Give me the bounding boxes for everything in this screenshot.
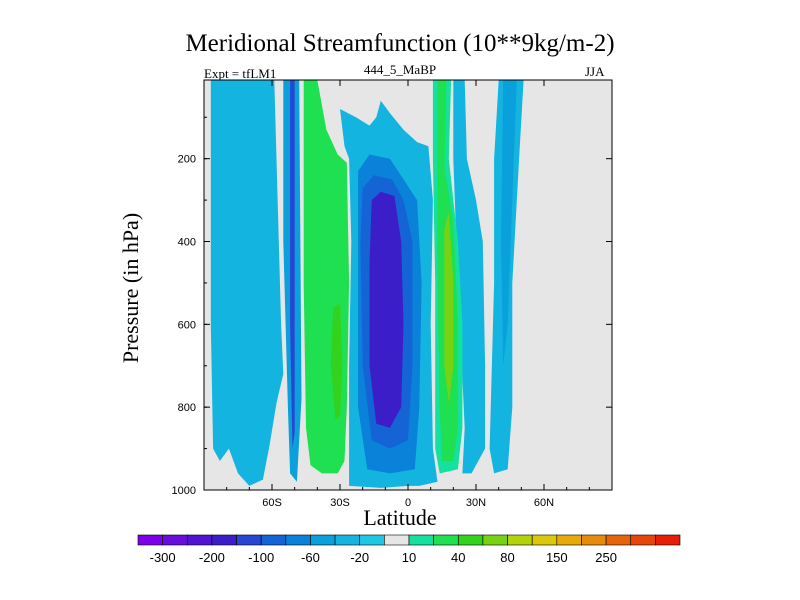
experiment-label: Expt = tfLM1 bbox=[204, 66, 277, 81]
colorbar-swatch bbox=[605, 534, 632, 546]
colorbar-swatch bbox=[408, 534, 434, 546]
colorbar-swatch bbox=[457, 534, 484, 546]
colorbar-swatch bbox=[359, 534, 385, 546]
colorbar-swatch bbox=[531, 534, 558, 546]
season-label: JJA bbox=[585, 64, 605, 79]
colorbar-swatch bbox=[630, 534, 656, 546]
region-hadley-core bbox=[369, 191, 404, 428]
region-northern-green-core bbox=[444, 212, 454, 403]
colorbar-swatch bbox=[384, 534, 410, 546]
x-tick-label: 30N bbox=[466, 497, 486, 509]
colorbar-label: -60 bbox=[301, 550, 320, 565]
colorbar-swatch bbox=[137, 534, 163, 546]
y-tick-label: 200 bbox=[178, 154, 196, 166]
colorbar: -300 -200 -100 -60 -20 10 40 80 150 250 bbox=[137, 534, 681, 565]
colorbar-label: -20 bbox=[350, 550, 369, 565]
colorbar-swatch bbox=[236, 534, 262, 546]
colorbar-label: 10 bbox=[402, 550, 416, 565]
region-southern-green-core bbox=[330, 303, 343, 420]
colorbar-label: 40 bbox=[451, 550, 465, 565]
colorbar-swatch bbox=[260, 534, 287, 546]
colorbar-label: -100 bbox=[248, 550, 274, 565]
colorbar-swatch bbox=[310, 534, 336, 546]
x-tick-label: 60S bbox=[262, 497, 282, 509]
colorbar-swatch bbox=[334, 534, 361, 546]
colorbar-label: -200 bbox=[199, 550, 225, 565]
x-tick-label: 30S bbox=[330, 497, 350, 509]
region-northern-outer-blue bbox=[500, 80, 517, 366]
region-southern-jet-core bbox=[290, 80, 295, 449]
colorbar-label: 150 bbox=[546, 550, 568, 565]
colorbar-label: 80 bbox=[500, 550, 514, 565]
colorbar-swatch bbox=[285, 534, 311, 546]
colorbar-swatch bbox=[162, 534, 188, 546]
contour-fill-layer bbox=[210, 80, 524, 488]
y-axis-ticks: 200 400 600 800 1000 bbox=[172, 116, 612, 497]
colorbar-label: 250 bbox=[595, 550, 617, 565]
colorbar-label: -300 bbox=[150, 550, 176, 565]
colorbar-swatch bbox=[186, 534, 213, 546]
y-tick-label: 600 bbox=[178, 319, 196, 331]
y-tick-label: 400 bbox=[178, 237, 196, 249]
x-axis-ticks: 60S 30S 0 30N 60N bbox=[226, 80, 590, 509]
colorbar-swatch bbox=[507, 534, 533, 546]
x-tick-label: 60N bbox=[534, 497, 554, 509]
colorbar-swatch bbox=[655, 534, 681, 546]
y-tick-label: 1000 bbox=[172, 485, 196, 497]
x-axis-label: Latitude bbox=[363, 505, 437, 530]
x-tick-label: 0 bbox=[405, 497, 411, 509]
colorbar-swatch bbox=[556, 534, 582, 546]
colorbar-swatch bbox=[482, 534, 508, 546]
colorbar-swatch bbox=[581, 534, 607, 546]
experiment-period-label: 444_5_MaBP bbox=[363, 62, 437, 77]
chart-title: Meridional Streamfunction (10**9kg/m-2) bbox=[185, 30, 615, 57]
colorbar-swatch bbox=[211, 534, 237, 546]
region-southern-cyan-column bbox=[210, 80, 284, 486]
region-northern-cyan-column bbox=[453, 80, 486, 474]
colorbar-swatch bbox=[433, 534, 459, 546]
y-tick-label: 800 bbox=[178, 402, 196, 414]
